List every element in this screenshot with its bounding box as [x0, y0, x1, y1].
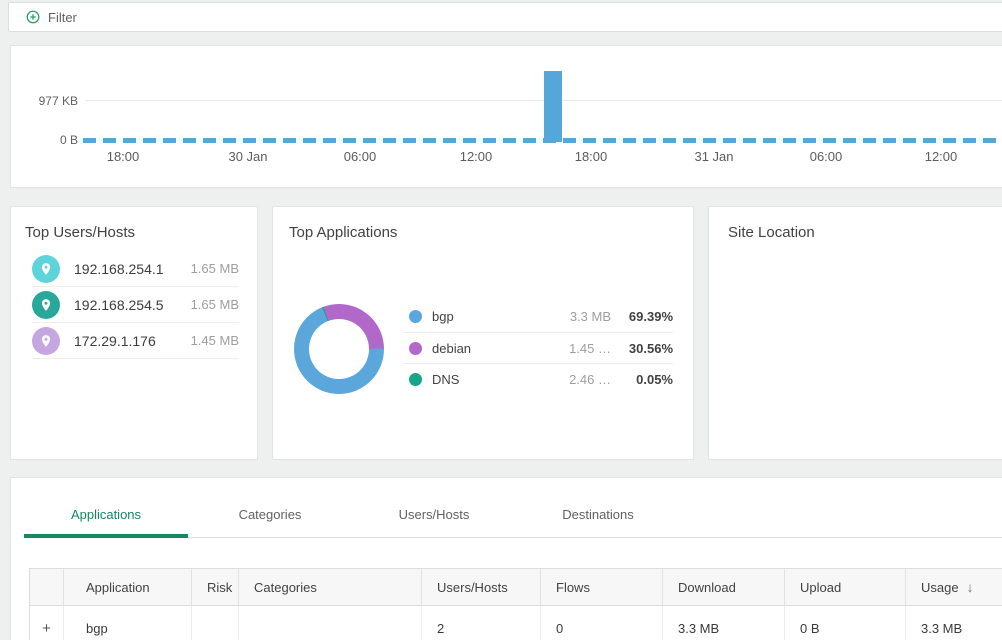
- legend-percent: 0.05%: [636, 371, 673, 387]
- host-ip: 192.168.254.5: [74, 296, 164, 313]
- legend-value: 2.46 …: [569, 371, 611, 387]
- legend-value: 3.3 MB: [569, 309, 611, 324]
- summary-cards-row: Top Users/Hosts 192.168.254.1 1.65 MB 19…: [10, 206, 1002, 460]
- card-title: Top Applications: [289, 224, 398, 241]
- donut-hole: [309, 319, 369, 379]
- legend-item: DNS 2.46 … 0.05%: [404, 363, 673, 394]
- legend-dot-icon: [409, 341, 422, 355]
- tab-users-hosts[interactable]: Users/Hosts: [398, 507, 470, 522]
- x-axis-tick: 12:00: [924, 149, 958, 164]
- list-item: 172.29.1.176 1.45 MB: [32, 323, 239, 359]
- user-list: 192.168.254.1 1.65 MB 192.168.254.5 1.65…: [32, 251, 239, 359]
- legend-label: bgp: [432, 309, 454, 324]
- column-header-categories[interactable]: Categories: [239, 569, 422, 606]
- x-axis-tick: 18:00: [574, 149, 608, 164]
- add-filter-icon[interactable]: [26, 10, 40, 24]
- traffic-timeline-chart: 977 KB 0 B 18:00 30 Jan 06:00 12:00 18:0…: [10, 45, 1002, 188]
- chart-spike-bar[interactable]: [544, 71, 562, 142]
- column-header-download[interactable]: Download: [663, 569, 785, 606]
- tab-destinations[interactable]: Destinations: [562, 507, 634, 522]
- x-axis-tick: 31 Jan: [694, 149, 734, 164]
- location-pin-icon: [32, 326, 60, 355]
- x-axis-tick: 30 Jan: [228, 149, 268, 164]
- card-title: Top Users/Hosts: [25, 224, 136, 241]
- host-ip: 192.168.254.1: [74, 260, 164, 277]
- legend-item: bgp 3.3 MB 69.39%: [404, 301, 673, 332]
- donut-chart[interactable]: [294, 304, 384, 394]
- host-usage: 1.65 MB: [190, 261, 239, 276]
- filter-bar[interactable]: Filter: [8, 2, 1002, 32]
- detail-table-card: Applications Categories Users/Hosts Dest…: [10, 477, 1002, 640]
- top-applications-card: Top Applications bgp 3.3 MB 69.39% debia…: [272, 206, 694, 460]
- top-users-hosts-card: Top Users/Hosts 192.168.254.1 1.65 MB 19…: [10, 206, 258, 460]
- column-header-application[interactable]: Application: [64, 569, 192, 606]
- expand-row-button[interactable]: +: [30, 606, 64, 640]
- legend-percent: 69.39%: [628, 309, 673, 324]
- host-ip: 172.29.1.176: [74, 332, 156, 349]
- column-header-usage[interactable]: Usage ↓: [906, 569, 1002, 606]
- location-pin-icon: [32, 290, 60, 319]
- cell-flows: 0: [541, 606, 663, 640]
- legend-value: 1.45 …: [569, 340, 611, 356]
- site-location-card: Site Location: [708, 206, 1002, 460]
- cell-download: 3.3 MB: [663, 606, 785, 640]
- cell-risk: [192, 606, 239, 640]
- list-item: 192.168.254.5 1.65 MB: [32, 287, 239, 323]
- column-header-upload[interactable]: Upload: [785, 569, 906, 606]
- legend-dot-icon: [409, 310, 422, 323]
- tab-categories[interactable]: Categories: [238, 507, 302, 522]
- cell-upload: 0 B: [785, 606, 906, 640]
- donut-legend: bgp 3.3 MB 69.39% debian 1.45 … 30.56% D…: [404, 301, 673, 394]
- active-tab-indicator: [24, 534, 188, 538]
- x-axis-tick: 06:00: [809, 149, 843, 164]
- column-header-users-hosts[interactable]: Users/Hosts: [422, 569, 541, 606]
- legend-percent: 30.56%: [628, 340, 673, 356]
- column-header-expand: [30, 569, 64, 606]
- list-item: 192.168.254.1 1.65 MB: [32, 251, 239, 287]
- legend-item: debian 1.45 … 30.56%: [404, 332, 673, 363]
- tab-divider: [188, 537, 1002, 538]
- applications-table: Application Risk Categories Users/Hosts …: [29, 568, 1002, 640]
- y-axis-tick: 0 B: [59, 133, 78, 147]
- host-usage: 1.65 MB: [190, 297, 239, 312]
- x-axis-tick: 18:00: [106, 149, 140, 164]
- cell-application: bgp: [64, 606, 192, 640]
- cell-categories: [239, 606, 422, 640]
- host-usage: 1.45 MB: [190, 333, 239, 348]
- x-axis-tick: 06:00: [343, 149, 377, 164]
- location-pin-icon: [32, 254, 60, 283]
- filter-label: Filter: [48, 9, 77, 25]
- cell-usage: 3.3 MB: [906, 606, 1002, 640]
- column-header-flows[interactable]: Flows: [541, 569, 663, 606]
- legend-label: DNS: [432, 371, 460, 387]
- legend-dot-icon: [409, 372, 422, 386]
- tab-applications[interactable]: Applications: [70, 507, 142, 522]
- sort-desc-icon: ↓: [966, 579, 974, 595]
- card-title: Site Location: [728, 224, 815, 241]
- chart-baseline-dashed-series: [83, 138, 1002, 143]
- cell-users-hosts: 2: [422, 606, 541, 640]
- legend-label: debian: [432, 340, 472, 356]
- column-header-usage-label: Usage: [921, 579, 959, 595]
- tab-bar: Applications Categories Users/Hosts Dest…: [11, 478, 1002, 538]
- y-axis-tick: 977 KB: [38, 94, 78, 108]
- x-axis-tick: 12:00: [459, 149, 493, 164]
- column-header-risk[interactable]: Risk: [192, 569, 239, 606]
